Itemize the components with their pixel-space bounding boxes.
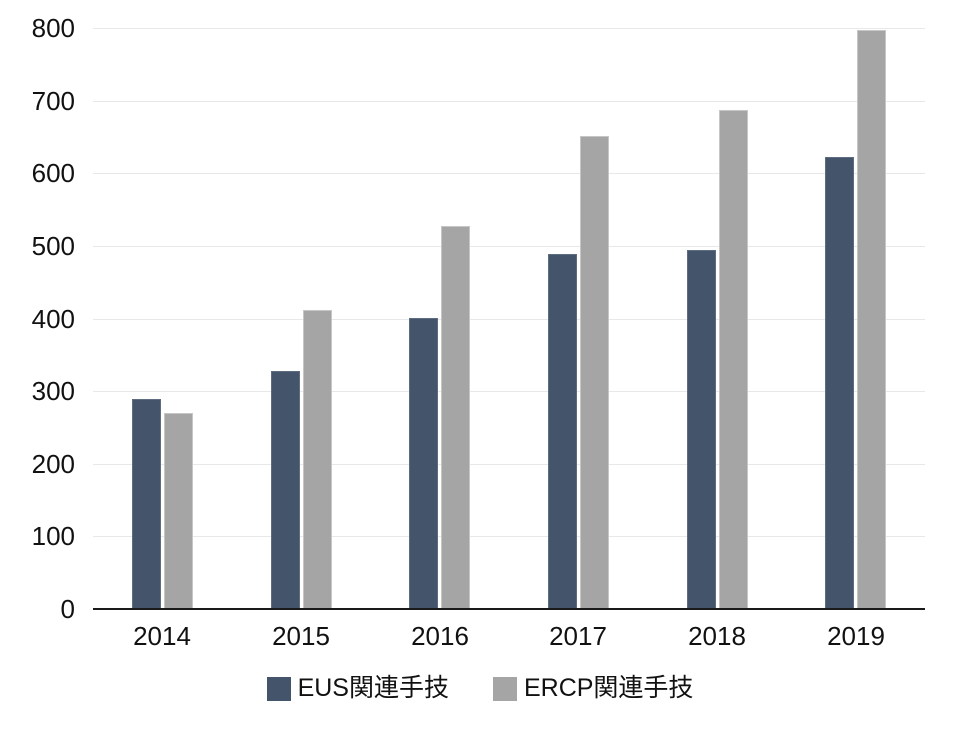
bar-2014-series-2: [164, 413, 193, 608]
legend: EUS関連手技 ERCP関連手技: [0, 676, 960, 701]
gridline-y-600: [93, 173, 925, 174]
legend-item-1: EUS関連手技: [266, 674, 449, 702]
gridline-y-700: [93, 101, 925, 102]
bar-2018-series-2: [719, 110, 748, 608]
x-axis-tick-label-2016: 2016: [411, 621, 469, 651]
y-axis-tick-label: 500: [31, 231, 75, 261]
legend-swatch-icon: [492, 676, 517, 701]
y-axis-tick-label: 200: [31, 449, 75, 479]
bar-2019-series-2: [857, 30, 886, 608]
bar-2015-series-1: [271, 371, 300, 608]
gridline-y-500: [93, 246, 925, 247]
y-axis-tick-label: 400: [31, 304, 75, 334]
bar-2016-series-1: [409, 318, 438, 608]
legend-item-2: ERCP関連手技: [492, 674, 694, 702]
bar-2018-series-1: [687, 250, 716, 608]
y-axis-tick-label: 300: [31, 376, 75, 406]
y-axis-tick-label: 700: [31, 86, 75, 116]
x-axis-tick-label-2018: 2018: [688, 621, 746, 651]
gridline-y-800: [93, 28, 925, 29]
bar-2014-series-1: [132, 399, 161, 608]
y-axis-tick-label: 800: [31, 13, 75, 43]
gridline-y-400: [93, 319, 925, 320]
bar-2015-series-2: [303, 310, 332, 608]
gridline-y-300: [93, 391, 925, 392]
gridline-y-200: [93, 464, 925, 465]
legend-label: ERCP関連手技: [523, 674, 694, 702]
x-axis-tick-label-2019: 2019: [827, 621, 885, 651]
y-axis-tick-label: 100: [31, 521, 75, 551]
x-axis-tick-label-2014: 2014: [133, 621, 191, 651]
x-axis-tick-label-2015: 2015: [272, 621, 330, 651]
y-axis-tick-label: 0: [60, 594, 75, 624]
legend-label: EUS関連手技: [297, 674, 449, 702]
y-axis-tick-label: 600: [31, 158, 75, 188]
bar-2017-series-2: [580, 136, 609, 608]
x-axis-line: [93, 608, 925, 610]
bar-2017-series-1: [548, 254, 577, 608]
legend-swatch-icon: [266, 676, 291, 701]
bar-2019-series-1: [825, 157, 854, 608]
x-axis-tick-label-2017: 2017: [549, 621, 607, 651]
bar-2016-series-2: [441, 226, 470, 608]
gridline-y-100: [93, 536, 925, 537]
